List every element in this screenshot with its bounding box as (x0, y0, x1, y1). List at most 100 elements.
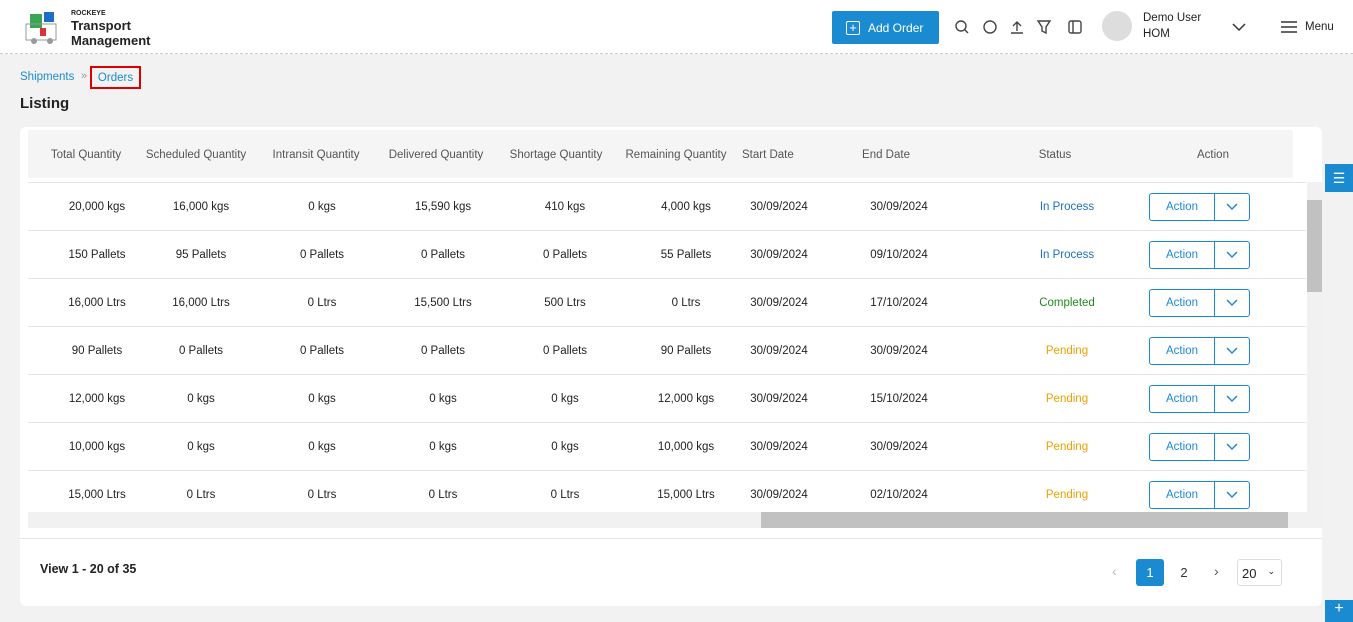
page-number[interactable]: 1 (1136, 559, 1164, 586)
table-row: 10,000 kgs 0 kgs 0 kgs 0 kgs 0 kgs 10,000 kgs… (28, 423, 1306, 471)
action-button[interactable]: Action (1149, 289, 1215, 317)
action-button[interactable]: Action (1149, 193, 1215, 221)
cell: 55 Pallets (660, 249, 712, 261)
cell: 0 Ltrs (671, 297, 701, 309)
status: In Process (1039, 201, 1095, 213)
table-row: 12,000 kgs 0 kgs 0 kgs 0 kgs 0 kgs 12,000 kgs… (28, 375, 1306, 423)
status: Pending (1045, 489, 1089, 501)
filter-toggle[interactable]: ☰ (1325, 164, 1353, 192)
vertical-scrollbar[interactable] (1307, 182, 1322, 512)
cell: 16,000 Ltrs (172, 297, 230, 309)
action-button[interactable]: Action (1149, 433, 1215, 461)
cell: 30/09/2024 (750, 249, 808, 261)
cell: 0 Ltrs (550, 489, 580, 501)
cell: 0 Pallets (420, 345, 466, 357)
cell: 0 Ltrs (186, 489, 216, 501)
cell: 0 Pallets (542, 249, 588, 261)
column-header: Scheduled Quantity (145, 149, 247, 161)
pagination-summary: View 1 - 20 of 35 (40, 562, 137, 576)
action-dropdown[interactable] (1214, 481, 1250, 509)
action-button[interactable]: Action (1149, 385, 1215, 413)
action-dropdown[interactable] (1214, 193, 1250, 221)
action-dropdown[interactable] (1214, 289, 1250, 317)
breadcrumb-item[interactable]: Orders (90, 66, 141, 89)
cell: 0 Pallets (542, 345, 588, 357)
next-page[interactable]: › (1214, 563, 1219, 579)
table-body: 20,000 kgs 16,000 kgs 0 kgs 15,590 kgs 410 k… (28, 182, 1306, 512)
cell: 90 Pallets (71, 345, 123, 357)
cell: 10,000 kgs (68, 441, 126, 453)
cell: 0 Ltrs (428, 489, 458, 501)
cell: 09/10/2024 (870, 249, 928, 261)
cell: 15,500 Ltrs (414, 297, 472, 309)
action-dropdown[interactable] (1214, 433, 1250, 461)
cell: 15/10/2024 (870, 393, 928, 405)
cell: 0 kgs (308, 201, 336, 213)
cell: 0 kgs (429, 441, 457, 453)
prev-page[interactable]: ‹ (1112, 563, 1117, 579)
table-row: 15,000 Ltrs 0 Ltrs 0 Ltrs 0 Ltrs 0 Ltrs 15,00… (28, 471, 1306, 512)
table-row: 16,000 Ltrs 16,000 Ltrs 0 Ltrs 15,500 Ltrs 5… (28, 279, 1306, 327)
column-header: End Date (862, 149, 910, 161)
table-row: 90 Pallets 0 Pallets 0 Pallets 0 Pallets 0 P… (28, 327, 1306, 375)
cell: 0 kgs (187, 393, 215, 405)
status: Pending (1045, 345, 1089, 357)
toolbar-icons[interactable] (954, 19, 1089, 35)
quick-add[interactable]: + (1325, 600, 1353, 622)
breadcrumb-item[interactable]: Shipments (20, 71, 75, 83)
column-header: Delivered Quantity (388, 149, 484, 161)
status: Pending (1045, 441, 1089, 453)
cell: 0 kgs (429, 393, 457, 405)
column-header: Remaining Quantity (625, 149, 727, 161)
page-number[interactable]: 2 (1180, 565, 1188, 580)
cell: 0 kgs (308, 393, 336, 405)
cell: 30/09/2024 (750, 393, 808, 405)
cell: 16,000 Ltrs (68, 297, 126, 309)
column-header: Action (1197, 149, 1229, 161)
cell: 0 kgs (551, 441, 579, 453)
cell: 15,590 kgs (414, 201, 472, 213)
status: Pending (1045, 393, 1089, 405)
avatar[interactable] (1102, 11, 1132, 41)
breadcrumb-separator: » (81, 70, 88, 82)
brand: Transport (71, 18, 131, 33)
action-button[interactable]: Action (1149, 481, 1215, 509)
top-bar: ROCKEYE Transport Management + Add Order … (0, 0, 1353, 54)
page-size: 20 (1242, 566, 1257, 581)
user-org: HOM (1143, 28, 1170, 40)
action-dropdown[interactable] (1214, 241, 1250, 269)
cell: 150 Pallets (68, 249, 126, 261)
divider (20, 538, 1322, 539)
action-button[interactable]: Action (1149, 241, 1215, 269)
cell: 20,000 kgs (68, 201, 126, 213)
cell: 10,000 kgs (657, 441, 715, 453)
menu-icon[interactable] (1281, 20, 1297, 34)
menu-label[interactable]: Menu (1305, 21, 1334, 33)
column-header: Start Date (742, 149, 794, 161)
table-header: Total Quantity Scheduled Quantity Intransi… (28, 130, 1293, 178)
cell: 4,000 kgs (661, 201, 711, 213)
page-size-select[interactable]: 20 ⌄ (1237, 559, 1282, 586)
action-dropdown[interactable] (1214, 385, 1250, 413)
cell: 0 kgs (551, 393, 579, 405)
user-name: Demo User (1143, 12, 1202, 24)
add-order-label: Add Order (868, 20, 924, 35)
cell: 30/09/2024 (870, 345, 928, 357)
user-caret[interactable] (1232, 22, 1246, 32)
horizontal-scrollbar[interactable] (28, 512, 1322, 528)
add-order-button[interactable]: + Add Order (832, 11, 939, 44)
cell: 30/09/2024 (870, 441, 928, 453)
cell: 0 Pallets (299, 345, 345, 357)
cell: 30/09/2024 (750, 297, 808, 309)
cell: 30/09/2024 (750, 345, 808, 357)
cell: 0 Ltrs (307, 489, 337, 501)
cell: 0 Ltrs (307, 297, 337, 309)
cell: 15,000 Ltrs (657, 489, 715, 501)
cell: 30/09/2024 (750, 489, 808, 501)
action-dropdown[interactable] (1214, 337, 1250, 365)
cell: 0 Pallets (299, 249, 345, 261)
cell: 0 Pallets (420, 249, 466, 261)
action-button[interactable]: Action (1149, 337, 1215, 365)
